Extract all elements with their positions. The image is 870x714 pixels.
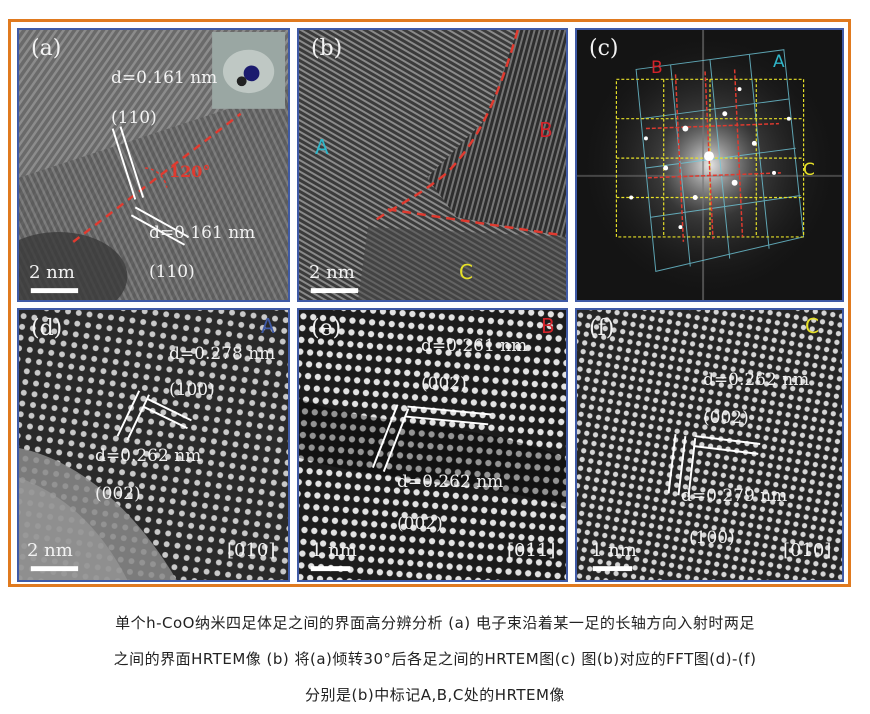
panel-a-angle: 120° (169, 162, 211, 181)
panel-f-zone: C (805, 314, 819, 338)
caption-line-1: 单个h-CoO纳米四足体足之间的界面高分辨分析 (a) 电子束沿着某一足的长轴方… (115, 614, 755, 632)
panel-f: (f) C d=0.262 nm (002) d=0.279 nm (100) … (575, 308, 844, 582)
panel-f-d-top: d=0.262 nm (703, 370, 810, 390)
panel-d-label: (d) (31, 316, 63, 341)
panel-f-d-bottom: d=0.279 nm (681, 486, 788, 506)
panel-a-label: (a) (31, 36, 62, 61)
caption-line-2: 之间的界面HRTEM像 (b) 将(a)倾转30°后各足之间的HRTEM图(c)… (113, 650, 757, 668)
panel-b-label: (b) (311, 36, 343, 61)
panel-b-scale-label: 2 nm (309, 262, 355, 283)
hrtem-image-b (299, 30, 566, 300)
panel-c-label: (c) (589, 36, 619, 61)
panel-e-plane-top: (002) (421, 374, 467, 394)
panel-b-zone-b: B (539, 118, 553, 142)
panel-f-label: (f) (589, 316, 615, 341)
panel-f-plane-top: (002) (703, 408, 749, 428)
hrtem-image-f (577, 310, 842, 580)
panel-d-plane-top: (100) (169, 380, 215, 400)
panel-e-zone: B (541, 314, 555, 338)
caption-line-3: 分别是(b)中标记A,B,C处的HRTEM像 (305, 686, 565, 704)
hrtem-image-e (299, 310, 566, 580)
panel-d: (d) A d=0.278 nm (100) d=0.262 nm (002) … (17, 308, 290, 582)
panel-d-d-top: d=0.278 nm (169, 344, 276, 364)
panel-e: (e) B d=0.261 nm (002) d=0.262 nm (002) … (297, 308, 568, 582)
hrtem-image-a (19, 30, 288, 300)
panel-f-plane-bottom: (100) (689, 528, 735, 548)
panel-e-d-top: d=0.261 nm (421, 336, 528, 356)
panel-c-zone-b: B (651, 58, 663, 78)
panel-f-scale-label: 1 nm (591, 540, 637, 561)
panel-d-zone: A (261, 314, 275, 338)
panel-d-scale-label: 2 nm (27, 540, 73, 561)
panel-c: (c) A B C (575, 28, 844, 302)
panel-d-plane-bottom: (002) (95, 484, 141, 504)
hrtem-image-d (19, 310, 288, 580)
panel-e-scale-label: 1 nm (311, 540, 357, 561)
panel-d-d-bottom: d=0.262 nm (95, 446, 202, 466)
panel-a-plane-bottom: (110) (149, 262, 195, 282)
fft-pattern-c (577, 30, 842, 300)
panel-b-zone-a: A (315, 135, 329, 159)
panel-a-plane-top: (110) (111, 108, 157, 128)
panel-e-label: (e) (311, 316, 342, 341)
panel-f-zone-axis: [010] (783, 540, 832, 561)
panel-b-zone-c: C (459, 260, 473, 284)
panel-d-zone-axis: [010] (227, 540, 276, 561)
panel-b: (b) A B C 2 nm (297, 28, 568, 302)
panel-e-d-bottom: d=0.262 nm (397, 472, 504, 492)
panel-c-zone-a: A (773, 52, 785, 72)
panel-e-zone-axis: [011] (507, 540, 556, 561)
panel-c-zone-c: C (803, 160, 815, 180)
panel-a-scale-label: 2 nm (29, 262, 75, 283)
panel-a-d-bottom: d=0.161 nm (149, 223, 256, 243)
panel-a: (a) d=0.161 nm (110) 120° d=0.161 nm (11… (17, 28, 290, 302)
panel-e-plane-bottom: (002) (397, 514, 443, 534)
panel-a-d-top: d=0.161 nm (111, 68, 218, 88)
